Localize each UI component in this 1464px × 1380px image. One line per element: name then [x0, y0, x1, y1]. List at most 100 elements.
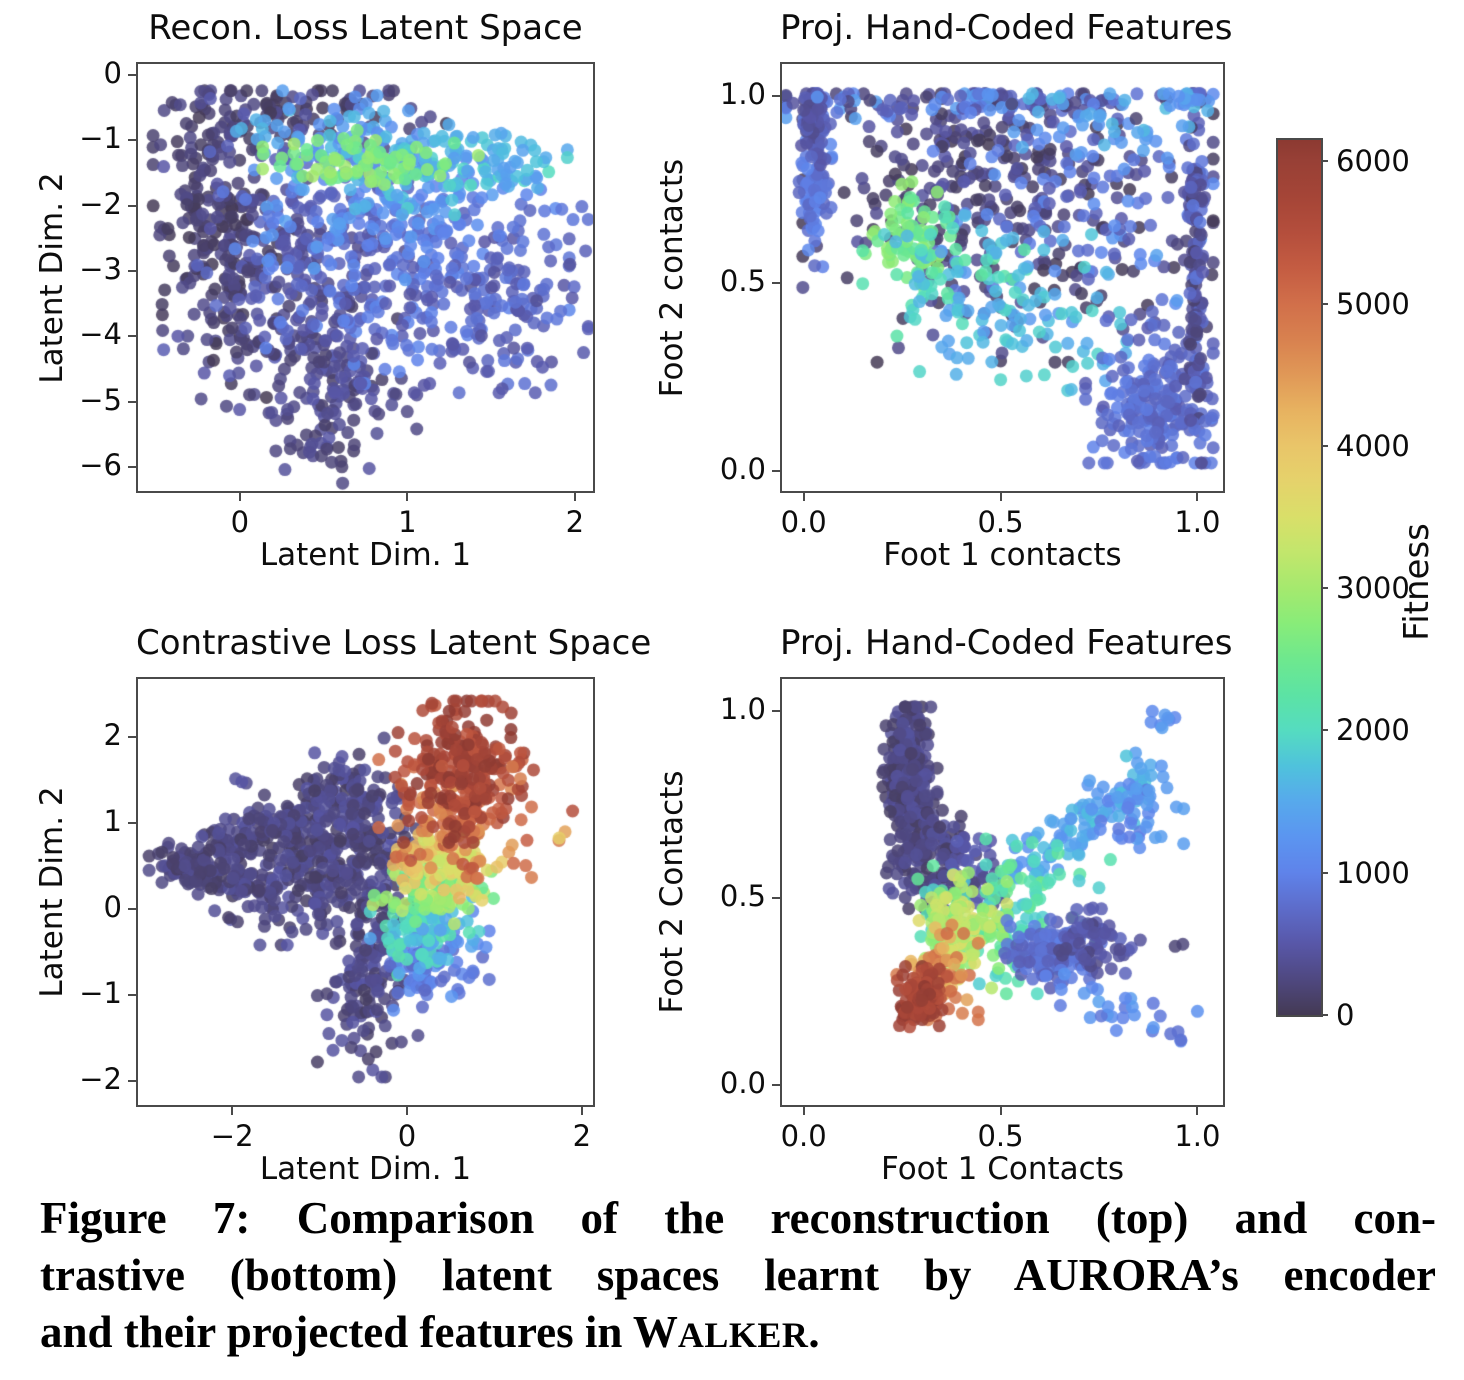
y-tick-label: −3: [79, 251, 122, 286]
colorbar-tick-mark: [1321, 729, 1328, 732]
fitness-colorbar: 0 1000 2000 3000 4000 5000 6000: [1276, 138, 1410, 1032]
subplot-recon-loss-latent-space: Recon. Loss Latent Space Latent Dim. 1 L…: [34, 8, 595, 573]
plot-title: Contrastive Loss Latent Space: [136, 623, 652, 663]
x-axis-label: Latent Dim. 1: [259, 537, 472, 573]
colorbar-tick-mark: [1321, 302, 1328, 305]
figure-caption: Figure 7: Comparison of the reconstructi…: [40, 1190, 1436, 1364]
x-tick-label: 0.0: [780, 505, 827, 539]
x-tick-mark: [1196, 1107, 1199, 1115]
x-tick-mark: [1196, 493, 1199, 501]
y-tick-mark: [128, 822, 136, 825]
y-tick-label: 2: [103, 718, 122, 753]
colorbar-gradient: [1278, 140, 1321, 1015]
y-tick-label: 0.5: [719, 264, 766, 299]
colorbar-tick-label: 3000: [1336, 571, 1410, 606]
x-tick-label: 2: [572, 1119, 592, 1153]
y-tick-mark: [128, 465, 136, 468]
y-tick-mark: [128, 269, 136, 272]
colorbar-tick-label: 1000: [1336, 855, 1410, 890]
y-tick-mark: [772, 282, 780, 285]
colorbar-tick-mark: [1321, 444, 1328, 447]
y-tick-label: 0: [103, 56, 122, 91]
x-tick-mark: [238, 493, 241, 501]
y-tick-mark: [128, 335, 136, 338]
plot-title: Proj. Hand-Coded Features: [780, 623, 1233, 663]
y-tick-mark: [128, 400, 136, 403]
x-tick-label: 0.0: [780, 1119, 827, 1153]
y-tick-mark: [128, 74, 136, 77]
y-tick-mark: [772, 896, 780, 899]
x-tick-mark: [231, 1107, 234, 1115]
y-tick-label: 0.0: [719, 451, 766, 486]
caption-line-3-text: and their projected features in: [40, 1307, 633, 1357]
plot-title: Proj. Hand-Coded Features: [780, 8, 1233, 48]
colorbar-tick-mark: [1321, 587, 1328, 590]
x-tick-label: 2: [565, 505, 585, 539]
y-tick-mark: [128, 139, 136, 142]
y-tick-mark: [772, 709, 780, 712]
y-tick-label: −2: [79, 186, 122, 221]
colorbar-tick-label: 4000: [1336, 428, 1410, 463]
y-tick-label: 1: [103, 804, 122, 839]
x-tick-label: 1.0: [1174, 1119, 1221, 1153]
x-tick-mark: [999, 493, 1002, 501]
y-tick-mark: [772, 94, 780, 97]
x-tick-mark: [802, 493, 805, 501]
caption-line-3: and their projected features in WALKER.: [40, 1304, 1436, 1364]
y-tick-label: −6: [79, 447, 122, 482]
y-tick-label: 1.0: [719, 691, 766, 726]
y-tick-label: −2: [79, 1062, 122, 1097]
x-tick-mark: [802, 1107, 805, 1115]
x-axis-label: Latent Dim. 1: [259, 1151, 472, 1187]
y-tick-label: −1: [79, 121, 122, 156]
walker-smallcaps-initial: W: [632, 1307, 678, 1357]
y-tick-mark: [772, 469, 780, 472]
x-tick-label: −2: [210, 1119, 254, 1153]
subplot-contrastive-loss-latent-space: Contrastive Loss Latent Space Latent Dim…: [34, 623, 651, 1187]
y-tick-label: −1: [79, 976, 122, 1011]
x-tick-mark: [406, 493, 409, 501]
y-tick-label: 0.5: [719, 878, 766, 913]
colorbar-tick-label: 5000: [1336, 286, 1410, 321]
x-tick-label: 0.5: [977, 505, 1024, 539]
contrastive-scatter-canvas: [136, 677, 595, 1107]
subplot-proj-features-top: Proj. Hand-Coded Features Foot 1 contact…: [654, 8, 1232, 573]
y-tick-mark: [772, 1083, 780, 1086]
proj-features-bottom-scatter-canvas: [780, 677, 1225, 1107]
y-tick-label: 1.0: [719, 76, 766, 111]
colorbar-tick-label: 6000: [1336, 144, 1410, 179]
y-tick-label: 0: [103, 890, 122, 925]
colorbar-tick-mark: [1321, 871, 1328, 874]
colorbar-tick-label: 0: [1336, 998, 1355, 1032]
walker-smallcaps-rest: ALKER: [677, 1315, 809, 1355]
colorbar-tick-mark: [1321, 1014, 1328, 1016]
subplot-proj-features-bottom: Proj. Hand-Coded Features Foot 1 Contact…: [654, 623, 1232, 1187]
y-tick-mark: [128, 1080, 136, 1083]
caption-period: .: [808, 1307, 820, 1357]
x-tick-label: 1.0: [1174, 505, 1221, 539]
x-tick-label: 1: [398, 505, 417, 539]
caption-line-1: Figure 7: Comparison of the reconstructi…: [40, 1193, 1436, 1243]
colorbar-tick-mark: [1321, 160, 1328, 163]
x-tick-mark: [580, 1107, 583, 1115]
x-axis-label: Foot 1 contacts: [883, 537, 1122, 573]
colorbar-axis-label: Fitness: [1397, 523, 1437, 641]
x-tick-label: 0: [230, 505, 250, 539]
x-tick-label: 0.5: [977, 1119, 1024, 1153]
x-tick-label: 0: [397, 1119, 417, 1153]
colorbar-tick-label: 2000: [1336, 713, 1410, 748]
plot-title: Recon. Loss Latent Space: [148, 8, 583, 48]
y-tick-mark: [128, 204, 136, 207]
recon-scatter-canvas: [136, 62, 595, 493]
y-tick-mark: [128, 736, 136, 739]
x-tick-mark: [999, 1107, 1002, 1115]
x-tick-mark: [573, 493, 576, 501]
x-axis-label: Foot 1 Contacts: [880, 1151, 1124, 1187]
y-tick-label: −5: [79, 382, 122, 417]
y-tick-label: 0.0: [719, 1065, 766, 1100]
y-tick-label: −4: [79, 317, 122, 352]
y-tick-mark: [128, 994, 136, 997]
x-tick-mark: [406, 1107, 409, 1115]
caption-line-2: trastive (bottom) latent spaces learnt b…: [40, 1250, 1436, 1300]
